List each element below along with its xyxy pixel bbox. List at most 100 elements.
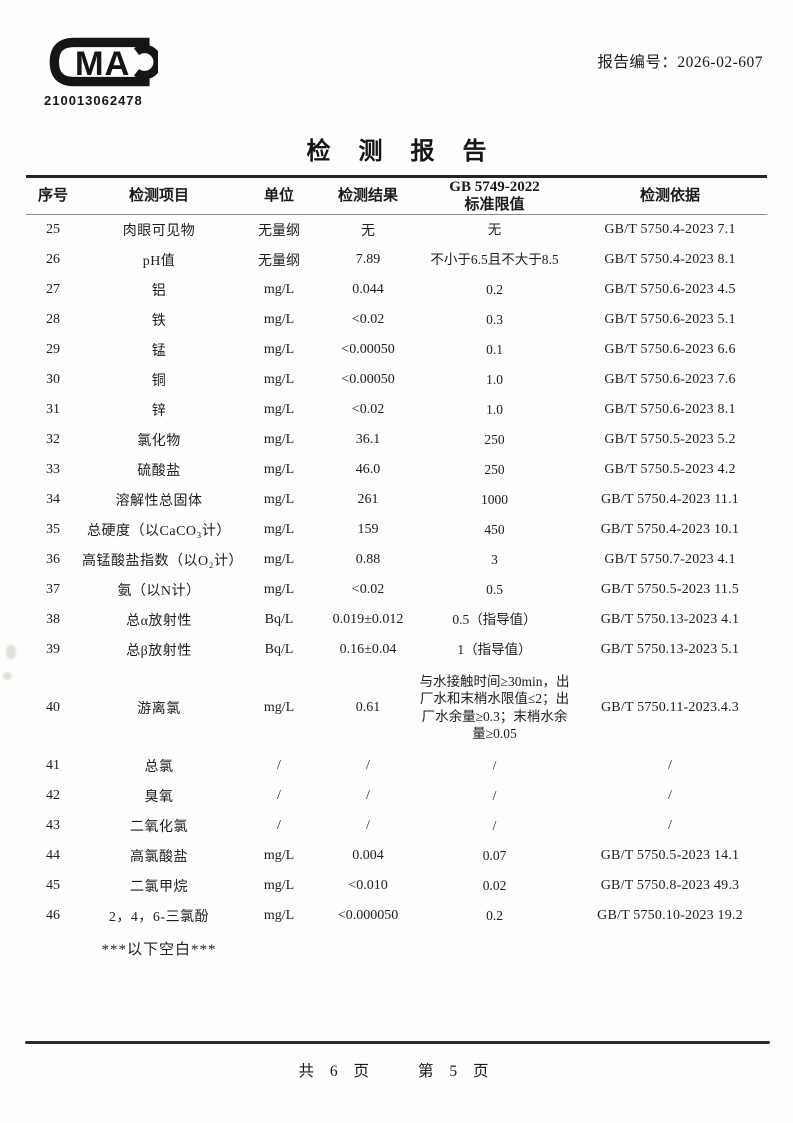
- cell-limit: 250: [484, 431, 505, 447]
- cell-no: 44: [46, 847, 60, 863]
- cell-no: 43: [46, 817, 60, 833]
- cell-no: 40: [46, 699, 60, 715]
- cell-limit: 0.07: [482, 847, 507, 863]
- cell-unit: mg/L: [263, 431, 295, 447]
- cell-limit: 0.5（指导值）: [452, 611, 537, 627]
- table-row: 44 高氯酸盐 mg/L 0.004 0.07 GB/T 5750.5-2023 14.1: [26, 841, 767, 871]
- cell-method: /: [667, 817, 673, 833]
- cell-limit: 与水接触时间≥30min，出厂水和末梢水限值≤2；出厂水余量≥0.3；末梢水余量…: [419, 673, 570, 741]
- cell-method: GB/T 5750.4-2023 8.1: [604, 251, 736, 267]
- cell-no: 36: [46, 551, 60, 567]
- cell-limit: 0.3: [486, 311, 503, 327]
- cell-method: GB/T 5750.5-2023 5.2: [604, 431, 736, 447]
- cell-limit: 0.1: [486, 341, 503, 357]
- cell-limit: 无: [487, 222, 502, 238]
- cell-item: 铜: [151, 373, 167, 389]
- cell-item: 锰: [151, 343, 167, 359]
- cell-item: pH值: [142, 253, 176, 269]
- cell-result: 0.16±0.04: [339, 641, 397, 657]
- table-row: 38 总α放射性 Bq/L 0.019±0.012 0.5（指导值） GB/T 5750.…: [26, 605, 767, 635]
- cell-result: 0.044: [352, 281, 384, 297]
- cell-item: 溶解性总固体: [115, 493, 203, 509]
- table-row: 46 2，4，6-三氯酚 mg/L <0.000050 0.2 GB/T 5750.10-…: [26, 901, 767, 931]
- report-number: 报告编号：2026-02-607: [597, 50, 763, 72]
- cell-limit: 450: [484, 521, 505, 537]
- table-row: 36 高锰酸盐指数（以O₂计） mg/L 0.88 3 GB/T 5750.7-2023 …: [26, 545, 767, 575]
- cell-method: GB/T 5750.13-2023 5.1: [600, 641, 740, 657]
- table-row: 42 臭氧 / / / /: [26, 781, 767, 811]
- cell-limit: 0.2: [486, 281, 503, 297]
- cell-no: 29: [46, 341, 60, 357]
- cell-limit: /: [492, 757, 497, 773]
- cell-unit: mg/L: [263, 281, 295, 297]
- table-row: 40 游离氯 mg/L 0.61 与水接触时间≥30min，出厂水和末梢水限值≤2；出厂…: [26, 665, 767, 751]
- table-row: 45 二氯甲烷 mg/L <0.010 0.02 GB/T 5750.8-2023 49.…: [26, 871, 767, 901]
- cell-unit: 无量纲: [258, 223, 300, 239]
- cell-no: 32: [46, 431, 60, 447]
- cell-unit: mg/L: [263, 847, 295, 863]
- col-header-method: 检测依据: [573, 176, 767, 215]
- cell-item: 游离氯: [137, 701, 181, 717]
- cell-method: GB/T 5750.6-2023 5.1: [604, 311, 736, 327]
- cell-limit: 0.2: [486, 907, 503, 923]
- report-number-value: 2026-02-607: [677, 54, 763, 71]
- cell-method: GB/T 5750.13-2023 4.1: [600, 611, 740, 627]
- cell-method: GB/T 5750.5-2023 11.5: [601, 581, 739, 597]
- table-row: 33 硫酸盐 mg/L 46.0 250 GB/T 5750.5-2023 4.2: [26, 455, 767, 485]
- cell-no: 37: [46, 581, 60, 597]
- cell-result: 0.61: [355, 699, 381, 715]
- cell-unit: Bq/L: [264, 611, 294, 627]
- cma-logo-icon: MA: [49, 37, 162, 87]
- cell-method: /: [667, 757, 673, 773]
- cell-no: 34: [46, 491, 60, 507]
- col-header-no: 序号: [26, 176, 80, 215]
- cell-method: GB/T 5750.5-2023 4.2: [604, 461, 736, 477]
- cell-item: 臭氧: [144, 789, 174, 805]
- cell-unit: mg/L: [263, 521, 295, 537]
- cell-unit: mg/L: [263, 581, 295, 597]
- cell-method: GB/T 5750.6-2023 8.1: [604, 401, 736, 417]
- col-header-limit: GB 5749-2022 标准限值: [416, 176, 573, 215]
- cell-unit: mg/L: [263, 907, 295, 923]
- cell-method: GB/T 5750.7-2023 4.1: [604, 551, 736, 567]
- table-row: 25 肉眼可见物 无量纲 无 无 GB/T 5750.4-2023 7.1: [26, 215, 767, 245]
- cell-limit: 1.0: [486, 401, 503, 417]
- blank-note: ***以下空白***: [101, 942, 217, 958]
- cell-unit: mg/L: [263, 699, 295, 715]
- cell-method: GB/T 5750.11-2023.4.3: [601, 699, 739, 715]
- cma-number: 210013062478: [44, 93, 143, 108]
- cell-item: 二氯甲烷: [130, 879, 188, 895]
- cell-no: 46: [46, 907, 60, 923]
- table-row: 27 铝 mg/L 0.044 0.2 GB/T 5750.6-2023 4.5: [26, 275, 767, 305]
- col-header-limit-line2: 标准限值: [464, 197, 525, 213]
- cell-item: 二氧化氯: [130, 819, 188, 835]
- cell-limit: 1.0: [486, 371, 503, 387]
- footer-divider: [25, 1041, 770, 1044]
- cell-no: 35: [46, 521, 60, 537]
- cell-no: 42: [46, 787, 60, 803]
- cell-method: GB/T 5750.5-2023 14.1: [600, 847, 740, 863]
- cell-unit: mg/L: [263, 371, 295, 387]
- cell-method: GB/T 5750.4-2023 10.1: [600, 521, 740, 537]
- cma-letters: MA: [75, 45, 131, 83]
- cell-item: 铁: [151, 313, 167, 329]
- cell-result: 36.1: [355, 431, 381, 447]
- table-row: 43 二氧化氯 / / / /: [26, 811, 767, 841]
- cell-no: 45: [46, 877, 60, 893]
- table-row: 30 铜 mg/L <0.00050 1.0 GB/T 5750.6-2023 7.6: [26, 365, 767, 395]
- cell-limit: 0.5: [486, 581, 503, 597]
- cell-result: <0.000050: [337, 907, 399, 923]
- cma-mark: MA 210013062478: [44, 34, 174, 108]
- cell-method: GB/T 5750.10-2023 19.2: [597, 907, 743, 923]
- table-row: 32 氯化物 mg/L 36.1 250 GB/T 5750.5-2023 5.2: [26, 425, 767, 455]
- table-row: 28 铁 mg/L <0.02 0.3 GB/T 5750.6-2023 5.1: [26, 305, 767, 335]
- col-header-limit-line1: GB 5749-2022: [449, 179, 540, 195]
- cell-limit: 1（指导值）: [457, 641, 532, 657]
- cell-no: 27: [46, 281, 60, 297]
- cell-unit: mg/L: [263, 491, 295, 507]
- cell-result: <0.02: [351, 311, 385, 327]
- table-body: 25 肉眼可见物 无量纲无无 GB/T 5750.4-2023 7.1 26 pH值 无量纲…: [26, 215, 767, 931]
- table-row: 34 溶解性总固体 mg/L 261 1000 GB/T 5750.4-2023 11.1: [26, 485, 767, 515]
- cell-method: GB/T 5750.8-2023 49.3: [600, 877, 740, 893]
